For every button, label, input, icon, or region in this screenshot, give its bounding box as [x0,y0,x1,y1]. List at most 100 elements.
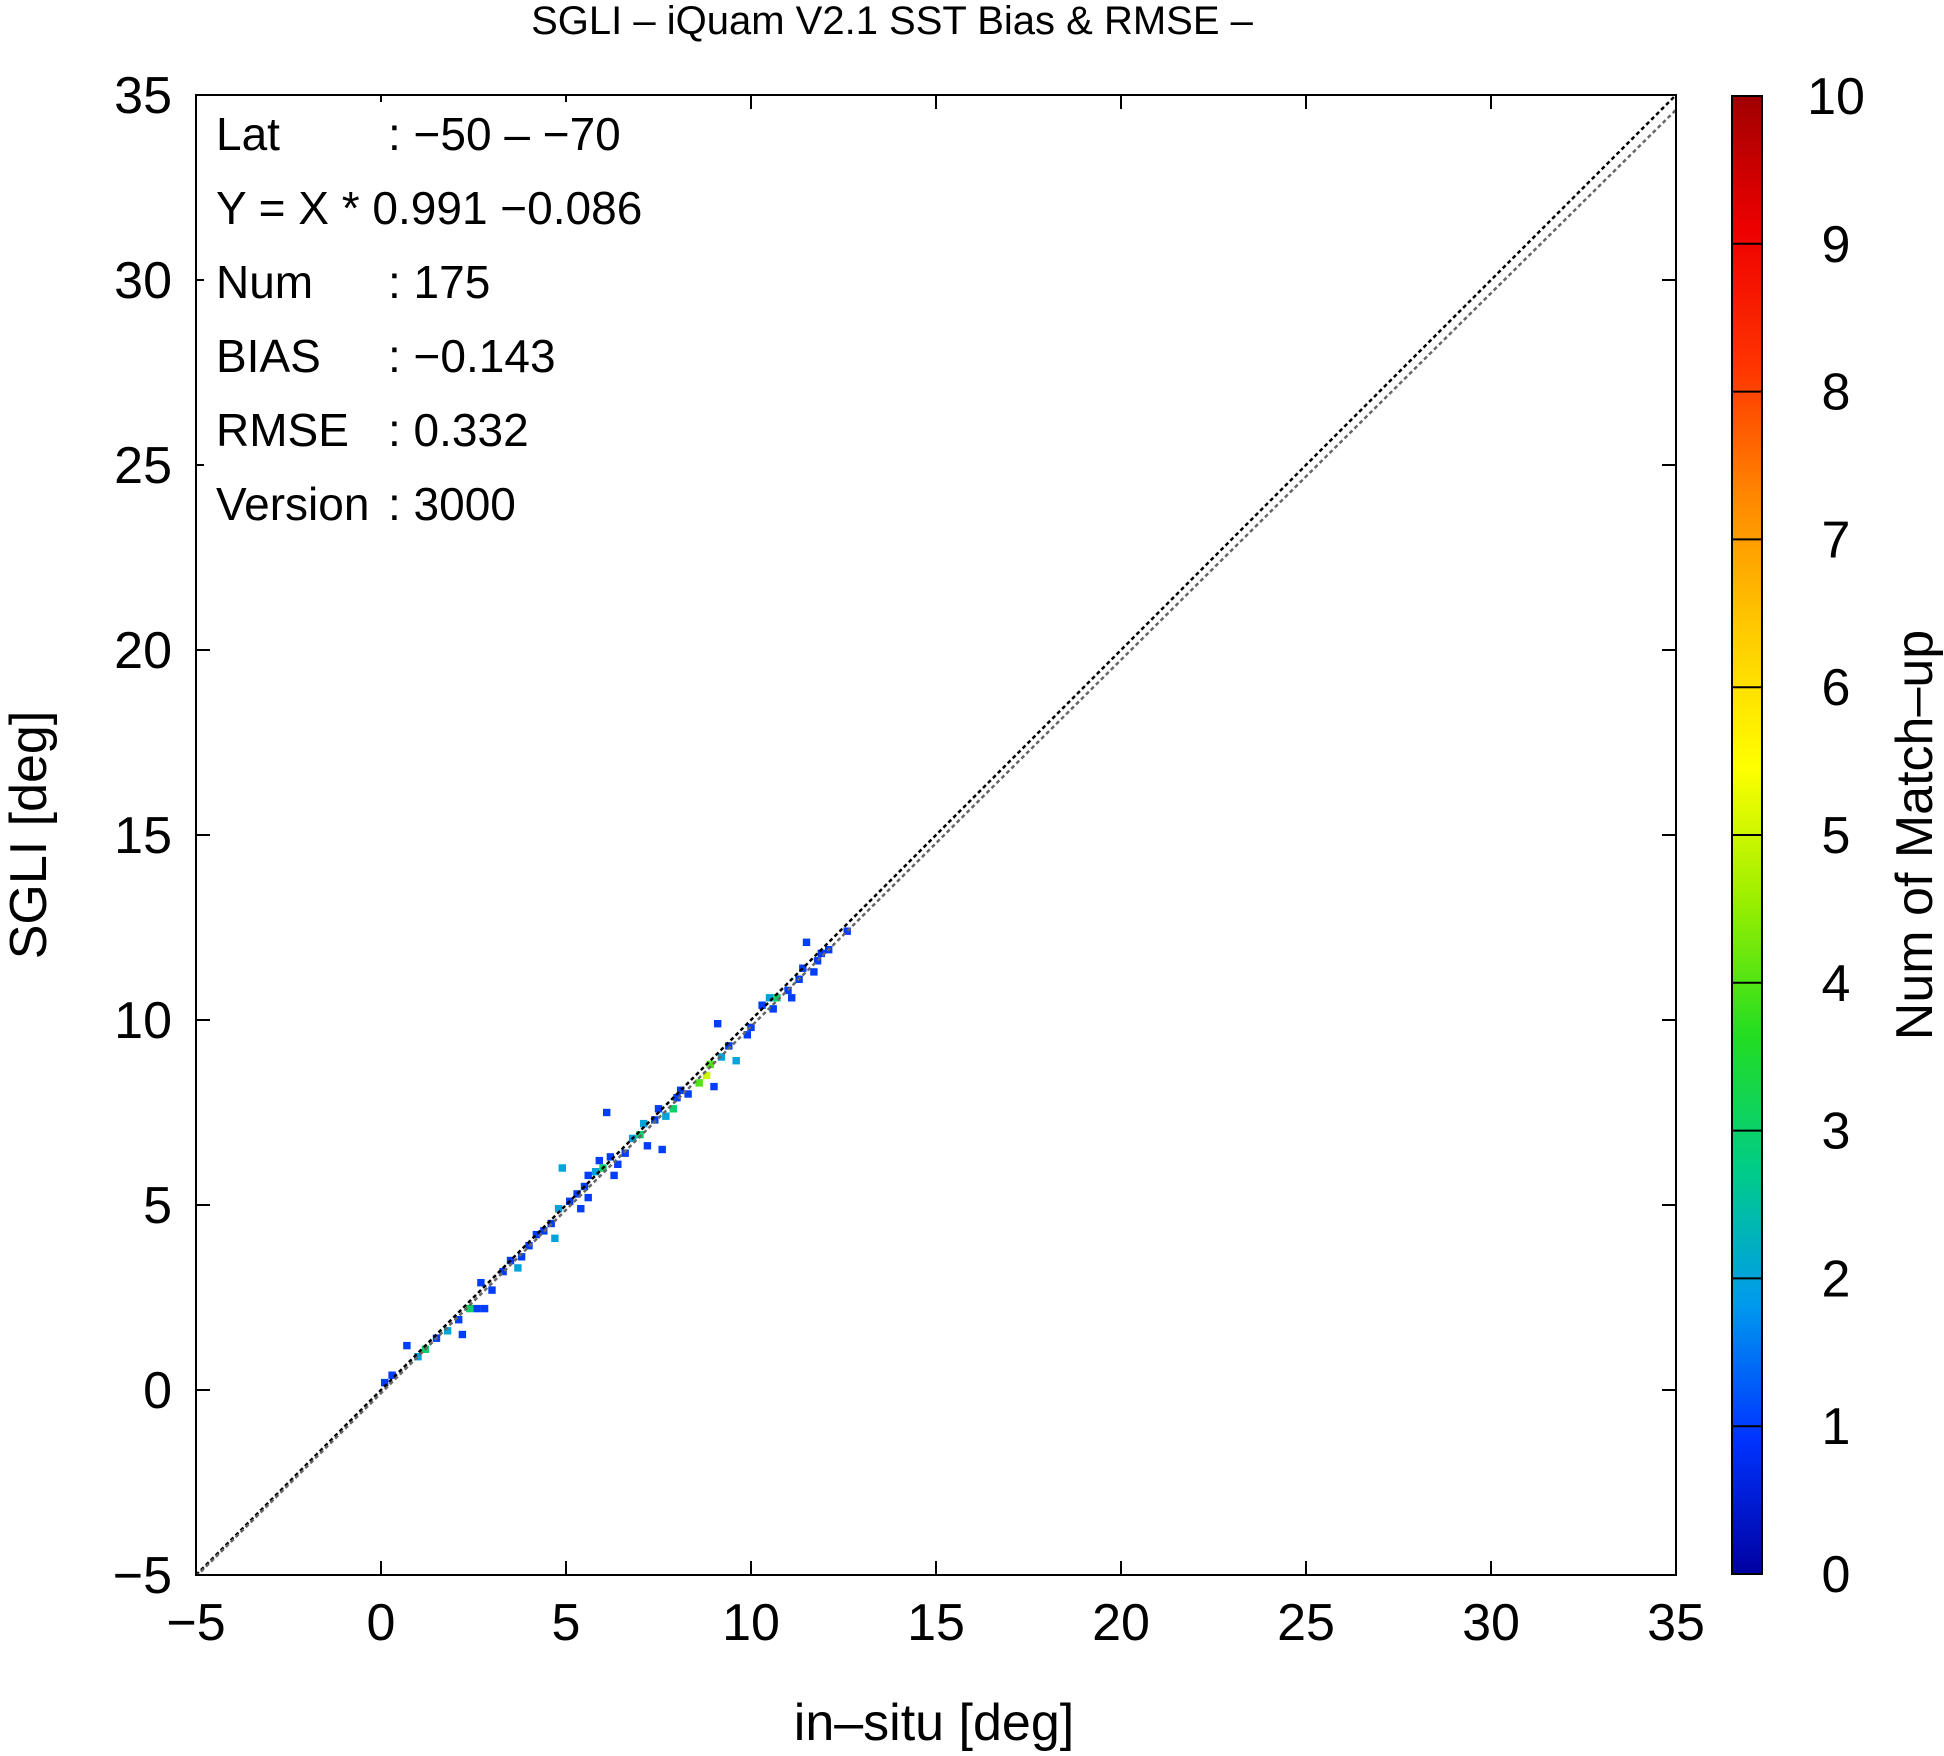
colorbar-tick-label: 3 [1822,1103,1851,1161]
x-tick-label: 10 [722,1594,780,1652]
density-cell [558,1164,566,1172]
colorbar-tick-label: 1 [1822,1398,1851,1456]
stat-label: Y = X * 0.991 −0.086 [216,182,642,234]
density-cell [499,1267,507,1276]
y-tick-label: 5 [143,1177,172,1235]
density-cell [769,1005,777,1013]
density-cell [514,1264,522,1272]
x-tick-label: 0 [367,1594,396,1652]
density-cell [606,1153,615,1161]
colorbar-ticks: 0 1 2 3 4 5 6 7 8 9 10 [1732,68,1865,1604]
density-cell [414,1353,422,1361]
y-tick-label: 20 [114,622,172,680]
stat-value: : 0.332 [388,404,529,456]
x-axis-label: in–situ [deg] [794,1694,1074,1752]
colorbar-tick-label: 4 [1822,955,1851,1013]
density-cell [654,1105,663,1113]
density-cell [584,1193,592,1202]
density-cell [773,994,781,1002]
density-cell [813,957,822,965]
density-cell [466,1304,474,1313]
density-cell [477,1279,485,1287]
density-cell [640,1119,648,1128]
density-cell [614,1160,622,1168]
stat-label: RMSE [216,404,349,456]
density-cell [584,1171,592,1180]
density-cell [677,1086,685,1094]
density-cell [706,1060,714,1069]
density-cell [603,1108,611,1117]
colorbar-label: Num of Match–up [1886,630,1944,1040]
x-tick-label: 15 [907,1594,965,1652]
density-cell [658,1145,666,1154]
colorbar-tick-label: 0 [1822,1546,1851,1604]
y-tick-label: 30 [114,252,172,310]
x-tick-label: 35 [1647,1594,1705,1652]
density-cell [455,1316,463,1324]
density-cell [595,1156,603,1165]
colorbar-tick-label: 8 [1822,364,1851,422]
density-cell [591,1168,600,1176]
density-cell [684,1090,692,1098]
stat-label: BIAS [216,330,321,382]
density-cell [532,1230,541,1239]
y-axis-ticks: −5 0 5 10 15 20 25 30 35 [113,67,1676,1605]
density-cell [488,1286,496,1294]
density-cell [765,994,774,1002]
density-cell [743,1031,751,1039]
density-cell [636,1131,644,1139]
density-cell [758,1001,766,1009]
density-cell [573,1190,581,1198]
density-cell [381,1378,389,1387]
x-tick-label: 30 [1462,1594,1520,1652]
stats-background [204,102,684,542]
stat-value: : −0.143 [388,330,556,382]
x-tick-label: 25 [1277,1594,1335,1652]
density-cell [817,949,825,958]
reference-lines [196,95,1676,1575]
density-cell [788,994,796,1002]
density-cell [577,1205,585,1213]
stat-label: Lat [216,108,280,160]
x-tick-label: 20 [1092,1594,1150,1652]
density-cell [610,1171,618,1180]
colorbar-tick-label: 7 [1822,511,1851,569]
density-cell [403,1341,411,1350]
y-tick-label: −5 [113,1547,172,1605]
stat-value: : 175 [388,256,490,308]
y-tick-label: 15 [114,807,172,865]
colorbar-tick-label: 2 [1822,1250,1851,1308]
one-to-one-line [196,95,1676,1575]
density-cell [643,1142,652,1150]
density-cell [799,964,807,972]
density-cell [669,1105,677,1113]
stat-value: : −50 – −70 [388,108,621,160]
density-cell [725,1042,733,1050]
density-cell [443,1327,452,1335]
density-cell [802,938,811,946]
density-cell [714,1020,722,1028]
density-cell [732,1057,740,1065]
regression-line [196,108,1676,1575]
colorbar-tick-label: 10 [1807,68,1865,126]
density-cell [662,1112,670,1120]
colorbar-tick-label: 6 [1822,659,1851,717]
density-cell [710,1082,718,1091]
density-cell [695,1079,703,1087]
colorbar-tick-label: 5 [1822,807,1851,865]
density-cell [843,927,851,935]
stats-box: Lat: −50 – −70 Y = X * 0.991 −0.086 Num: 1… [204,102,684,542]
y-tick-label: 0 [143,1362,172,1420]
x-tick-label: −5 [166,1594,225,1652]
density-cell [673,1094,681,1102]
density-cell [810,968,818,976]
x-tick-label: 5 [552,1594,581,1652]
density-cell [651,1116,659,1124]
chart-title: SGLI – iQuam V2.1 SST Bias & RMSE – [531,0,1254,43]
density-cell [473,1304,481,1313]
y-tick-label: 25 [114,437,172,495]
density-cell [388,1371,396,1379]
density-cell [702,1071,711,1080]
density-cell [554,1205,563,1213]
density-cell [480,1304,489,1313]
